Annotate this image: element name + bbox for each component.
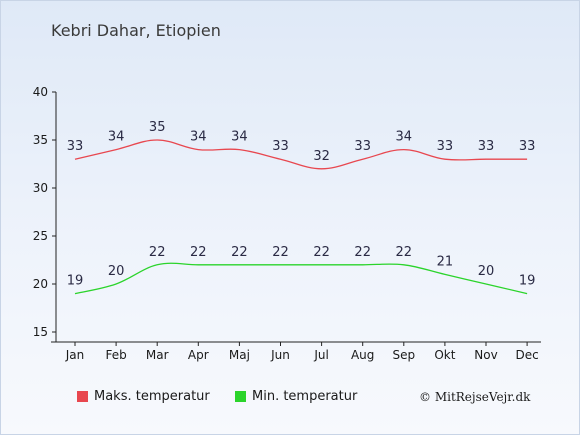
data-label: 19 xyxy=(519,274,536,289)
series-line-max xyxy=(74,139,528,170)
data-label: 32 xyxy=(313,149,330,164)
data-label: 33 xyxy=(437,139,454,154)
data-label: 22 xyxy=(354,245,371,260)
legend-label-min: Min. temperatur xyxy=(252,389,358,404)
x-tick-label: Jun xyxy=(270,348,290,362)
data-label: 22 xyxy=(272,245,289,260)
x-tick-label: Jan xyxy=(65,348,85,362)
x-tick-label: Jul xyxy=(313,348,328,362)
data-label: 33 xyxy=(272,139,289,154)
legend-label-max: Maks. temperatur xyxy=(94,389,210,404)
data-label: 33 xyxy=(478,139,495,154)
data-label: 20 xyxy=(478,264,495,279)
data-label: 33 xyxy=(67,139,84,154)
y-tick-label: 20 xyxy=(33,277,48,291)
y-tick-label: 15 xyxy=(33,325,48,339)
y-tick-label: 30 xyxy=(33,181,48,195)
data-label: 35 xyxy=(149,120,166,135)
data-label: 22 xyxy=(149,245,166,260)
legend-swatch-min xyxy=(235,391,246,402)
x-tick-label: Maj xyxy=(229,348,250,362)
legend-item-min: Min. temperatur xyxy=(235,389,357,404)
x-tick-label: Mar xyxy=(146,348,169,362)
y-tick-label: 40 xyxy=(33,85,48,99)
data-label: 22 xyxy=(396,245,413,260)
y-tick-label: 35 xyxy=(33,133,48,147)
series-lines xyxy=(74,139,528,295)
legend-swatch-max xyxy=(77,391,88,402)
y-tick-label: 25 xyxy=(33,229,48,243)
data-label: 22 xyxy=(190,245,207,260)
x-tick-label: Nov xyxy=(474,348,497,362)
credit-text: © MitRejseVejr.dk xyxy=(419,390,531,404)
data-label: 34 xyxy=(108,130,125,145)
data-label: 22 xyxy=(231,245,248,260)
chart-title: Kebri Dahar, Etiopien xyxy=(51,21,221,40)
data-label: 33 xyxy=(519,139,536,154)
data-label: 34 xyxy=(396,130,413,145)
data-label: 22 xyxy=(313,245,330,260)
series-line-min xyxy=(74,262,528,295)
data-label: 20 xyxy=(108,264,125,279)
data-label: 21 xyxy=(437,254,454,269)
x-tick-label: Dec xyxy=(515,348,538,362)
data-label: 19 xyxy=(67,274,84,289)
data-label: 34 xyxy=(231,130,248,145)
data-label: 34 xyxy=(190,130,207,145)
data-label: 33 xyxy=(354,139,371,154)
x-tick-label: Okt xyxy=(434,348,455,362)
x-tick-label: Aug xyxy=(351,348,374,362)
x-tick-label: Apr xyxy=(188,348,209,362)
legend-item-max: Maks. temperatur xyxy=(77,389,210,404)
x-tick-label: Sep xyxy=(392,348,415,362)
x-tick-label: Feb xyxy=(105,348,126,362)
axes: 15 20 25 30 35 40 Jan Feb Mar Apr Maj Jun Jul Aug Sep O… xyxy=(33,85,541,362)
data-labels: 33 34 35 34 34 33 32 33 34 33 33 33 19 20 22 22 22 22 22 22… xyxy=(67,120,536,289)
